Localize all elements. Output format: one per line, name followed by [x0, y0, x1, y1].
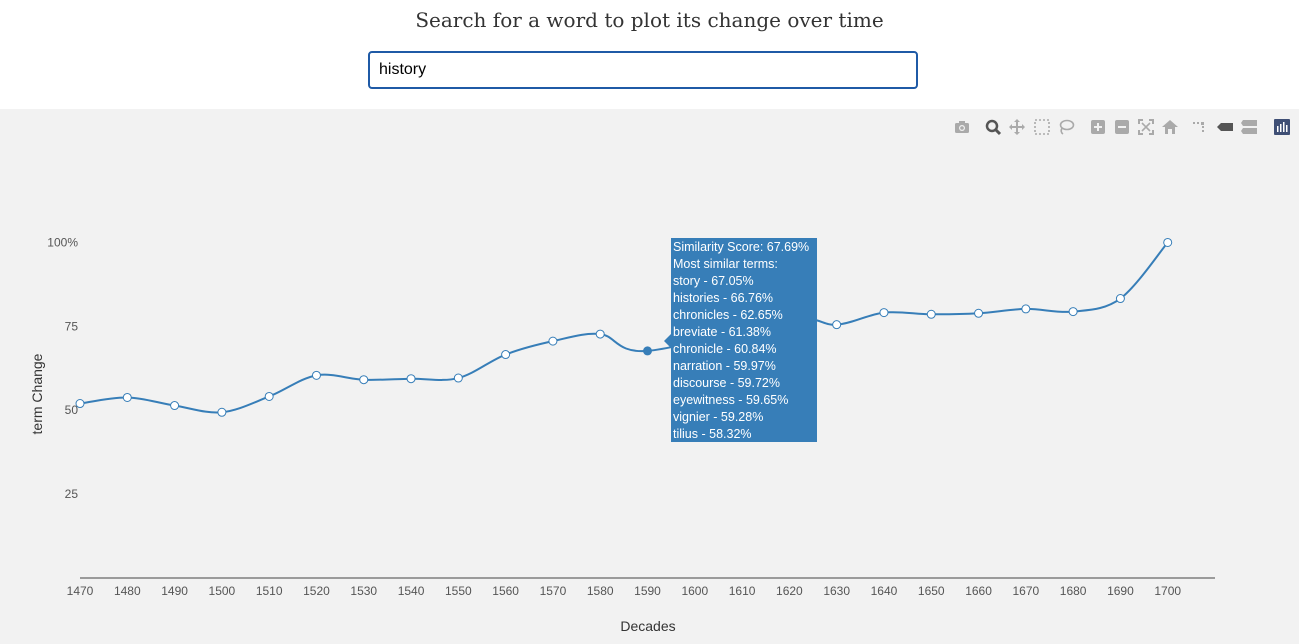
data-point[interactable] — [1068, 307, 1078, 317]
x-tick-label: 1480 — [114, 584, 141, 598]
x-tick-label: 1700 — [1154, 584, 1181, 598]
data-point[interactable] — [926, 309, 936, 319]
x-tick-label: 1470 — [67, 584, 94, 598]
x-tick-label: 1490 — [161, 584, 188, 598]
x-tick-label: 1590 — [634, 584, 661, 598]
data-point[interactable] — [832, 320, 842, 330]
data-point[interactable] — [595, 329, 605, 339]
data-point[interactable] — [311, 370, 321, 380]
y-axis-ticks: 25 50 75 100% — [47, 235, 78, 501]
x-tick-label: 1640 — [871, 584, 898, 598]
data-point-hovered[interactable] — [643, 346, 652, 356]
zoom-icon[interactable] — [984, 118, 1002, 136]
tooltip-line: story - 67.05% — [673, 274, 754, 288]
spike-lines-icon[interactable] — [1191, 118, 1209, 136]
x-tick-label: 1600 — [681, 584, 708, 598]
tooltip-arrow — [664, 334, 671, 348]
data-point[interactable] — [359, 375, 369, 385]
x-tick-label: 1510 — [256, 584, 283, 598]
y-tick-label: 50 — [65, 403, 79, 417]
tooltip-line: chronicle - 60.84% — [673, 342, 777, 356]
x-tick-label: 1650 — [918, 584, 945, 598]
x-axis-ticks: 1470 1480 1490 1500 1510 1520 1530 1540 1550 1560… — [67, 584, 1182, 598]
x-tick-label: 1550 — [445, 584, 472, 598]
plot-area[interactable] — [0, 109, 1299, 644]
data-point[interactable] — [548, 336, 558, 346]
data-point[interactable] — [217, 407, 227, 417]
data-point[interactable] — [453, 373, 463, 383]
search-input[interactable] — [368, 51, 918, 89]
data-point[interactable] — [501, 350, 511, 360]
plotly-logo-icon[interactable] — [1273, 118, 1291, 136]
tooltip-line: narration - 59.97% — [673, 359, 776, 373]
x-tick-label: 1660 — [965, 584, 992, 598]
x-tick-label: 1500 — [209, 584, 236, 598]
x-tick-label: 1520 — [303, 584, 330, 598]
x-tick-label: 1560 — [492, 584, 519, 598]
zoom-out-icon[interactable] — [1113, 118, 1131, 136]
x-tick-label: 1690 — [1107, 584, 1134, 598]
tooltip-line: eyewitness - 59.65% — [673, 393, 789, 407]
data-point[interactable] — [264, 391, 274, 401]
data-point[interactable] — [170, 401, 180, 411]
y-axis-title: term Change — [29, 353, 45, 434]
box-select-icon[interactable] — [1033, 118, 1051, 136]
y-tick-label: 25 — [65, 487, 79, 501]
tooltip-line: tilius - 58.32% — [673, 427, 752, 441]
home-icon[interactable] — [1161, 118, 1179, 136]
x-tick-label: 1670 — [1012, 584, 1039, 598]
x-axis-title: Decades — [620, 618, 675, 634]
hover-tooltip: Similarity Score: 67.69% Most similar ter… — [671, 238, 817, 442]
data-point[interactable] — [75, 399, 85, 409]
tooltip-line: breviate - 61.38% — [673, 325, 771, 339]
tooltip-line: discourse - 59.72% — [673, 376, 781, 390]
x-tick-label: 1680 — [1060, 584, 1087, 598]
y-tick-label: 100% — [47, 235, 78, 249]
page-heading: Search for a word to plot its change ove… — [415, 8, 884, 32]
camera-icon[interactable] — [953, 118, 971, 136]
x-tick-label: 1570 — [540, 584, 567, 598]
data-point[interactable] — [122, 392, 132, 402]
hover-closest-icon[interactable] — [1216, 118, 1234, 136]
tooltip-line: Similarity Score: 67.69% — [673, 240, 810, 254]
data-point[interactable] — [1115, 294, 1125, 304]
hover-compare-icon[interactable] — [1240, 118, 1258, 136]
tooltip-line: chronicles - 62.65% — [673, 308, 783, 322]
data-point[interactable] — [406, 374, 416, 384]
tooltip-line: Most similar terms: — [673, 257, 778, 271]
zoom-in-icon[interactable] — [1089, 118, 1107, 136]
x-tick-label: 1620 — [776, 584, 803, 598]
y-tick-label: 75 — [65, 319, 79, 333]
x-tick-label: 1580 — [587, 584, 614, 598]
autoscale-icon[interactable] — [1137, 118, 1155, 136]
data-points — [75, 237, 1173, 417]
data-point[interactable] — [1021, 304, 1031, 314]
tooltip-line: vignier - 59.28% — [673, 410, 764, 424]
data-point[interactable] — [1163, 237, 1173, 247]
data-point[interactable] — [974, 308, 984, 318]
pan-icon[interactable] — [1008, 118, 1026, 136]
x-tick-label: 1630 — [823, 584, 850, 598]
x-tick-label: 1540 — [398, 584, 425, 598]
data-point[interactable] — [879, 308, 889, 318]
x-tick-label: 1530 — [350, 584, 377, 598]
tooltip-line: histories - 66.76% — [673, 291, 774, 305]
series-line — [79, 241, 1169, 414]
lasso-icon[interactable] — [1057, 118, 1075, 136]
x-tick-label: 1610 — [729, 584, 756, 598]
